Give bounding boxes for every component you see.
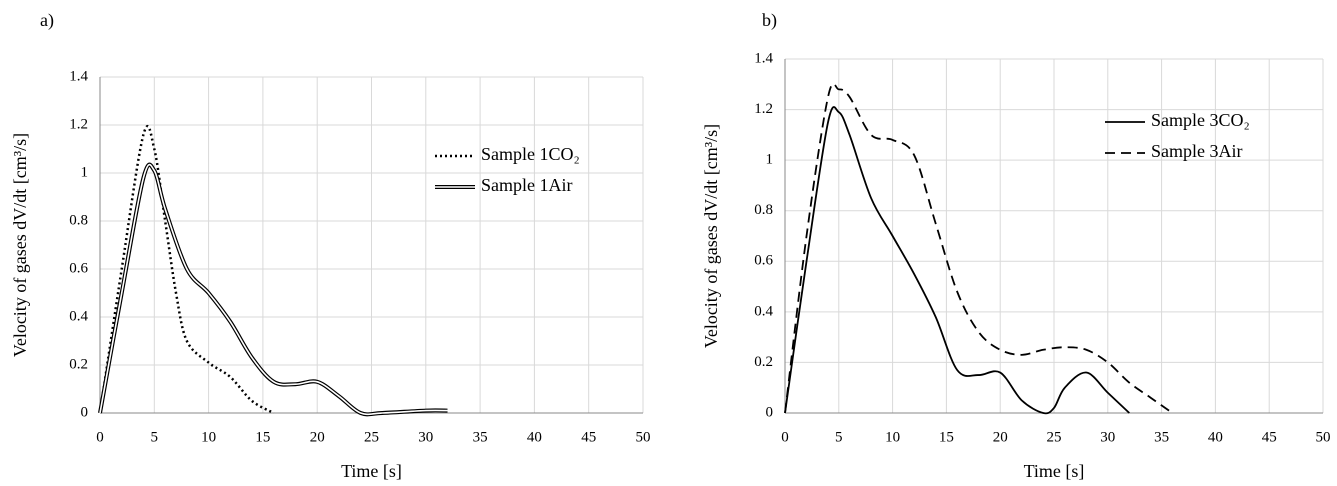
series-line	[98, 125, 275, 415]
y-tick-label: 0	[81, 404, 89, 420]
x-tick-label: 5	[835, 429, 843, 445]
y-axis-label: Velocity of gases dV/dt [cm³/s]	[10, 133, 30, 357]
y-tick-label: 1	[766, 152, 774, 168]
y-tick-label: 1.4	[69, 68, 88, 84]
y-tick-label: 0.8	[754, 202, 773, 218]
x-tick-label: 20	[310, 429, 325, 445]
y-tick-label: 0.8	[69, 212, 88, 228]
y-tick-label: 1.4	[754, 50, 773, 66]
legend-label: Sample 1Air	[481, 175, 573, 195]
legend-label: Sample 1CO₂	[481, 144, 580, 164]
x-tick-label: 10	[885, 429, 900, 445]
series-line-outer	[98, 162, 448, 417]
legend-label: Sample 3Air	[1151, 141, 1243, 161]
x-tick-label: 45	[1262, 429, 1277, 445]
legend-label: Sample 3CO₂	[1151, 110, 1250, 130]
x-tick-label: 35	[473, 429, 488, 445]
x-axis-label: Time [s]	[341, 461, 402, 481]
y-tick-label: 0.2	[69, 356, 88, 372]
x-tick-label: 15	[939, 429, 954, 445]
x-axis-label: Time [s]	[1024, 461, 1085, 481]
x-tick-label: 50	[636, 429, 651, 445]
series-line	[784, 106, 1130, 415]
x-tick-label: 30	[418, 429, 433, 445]
series-line	[784, 82, 1173, 414]
x-tick-label: 30	[1100, 429, 1115, 445]
series-line-inner	[99, 163, 448, 416]
x-tick-label: 20	[993, 429, 1008, 445]
y-tick-label: 0.4	[754, 303, 773, 319]
y-tick-label: 1.2	[754, 101, 773, 117]
y-axis-label: Velocity of gases dV/dt [cm³/s]	[701, 124, 721, 348]
y-tick-label: 0	[766, 404, 774, 420]
x-tick-label: 25	[1047, 429, 1062, 445]
y-tick-label: 0.6	[69, 260, 88, 276]
x-tick-label: 0	[96, 429, 104, 445]
x-tick-label: 25	[364, 429, 379, 445]
x-tick-label: 45	[581, 429, 596, 445]
panel-label: a)	[40, 10, 54, 31]
y-tick-label: 0.2	[754, 354, 773, 370]
y-tick-label: 1	[81, 164, 89, 180]
x-tick-label: 0	[781, 429, 789, 445]
x-tick-label: 40	[1208, 429, 1223, 445]
y-tick-label: 1.2	[69, 116, 88, 132]
x-tick-label: 50	[1316, 429, 1331, 445]
x-tick-label: 35	[1154, 429, 1169, 445]
x-tick-label: 15	[255, 429, 270, 445]
x-tick-label: 10	[201, 429, 216, 445]
x-tick-label: 40	[527, 429, 542, 445]
y-tick-label: 0.4	[69, 308, 88, 324]
y-tick-label: 0.6	[754, 253, 773, 269]
x-tick-label: 5	[151, 429, 159, 445]
panel-label: b)	[762, 10, 777, 31]
